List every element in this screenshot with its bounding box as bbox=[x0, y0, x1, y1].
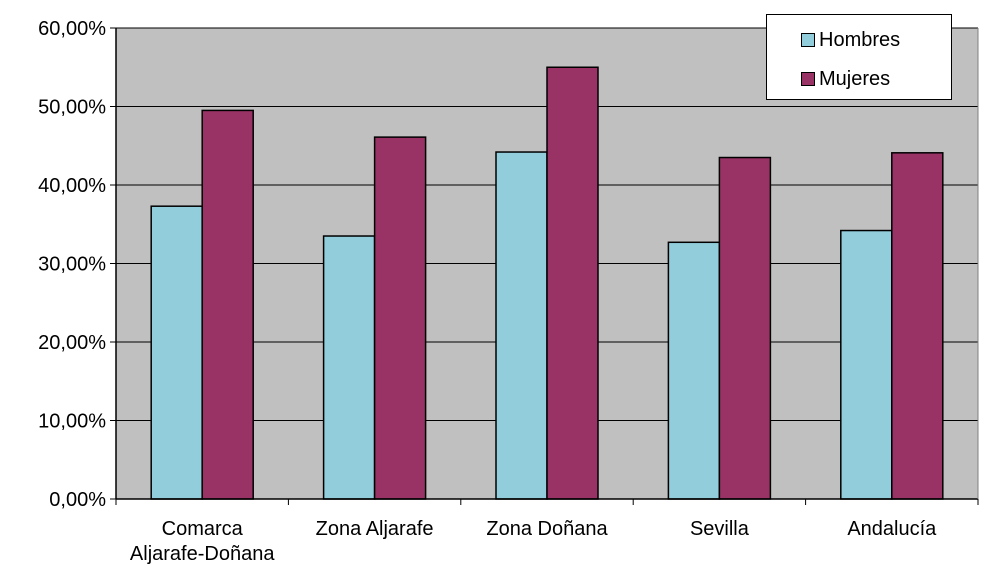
legend: Hombres Mujeres bbox=[766, 14, 952, 100]
y-tick-label: 30,00% bbox=[38, 254, 106, 276]
x-tick-label: Zona Doñana bbox=[486, 518, 608, 540]
x-tick-label: Aljarafe-Doñana bbox=[130, 543, 275, 565]
y-tick-label: 50,00% bbox=[38, 97, 106, 119]
y-tick-label: 0,00% bbox=[49, 489, 106, 511]
axes bbox=[110, 27, 979, 505]
bar-mujeres bbox=[201, 109, 254, 500]
bar-mujeres bbox=[891, 152, 944, 500]
x-tick-label: Andalucía bbox=[847, 518, 937, 540]
bar-mujeres bbox=[546, 66, 599, 500]
legend-item-hombres: Hombres bbox=[801, 28, 900, 52]
bar-hombres bbox=[667, 241, 721, 500]
bar-hombres bbox=[840, 229, 893, 500]
legend-label-hombres: Hombres bbox=[819, 28, 901, 51]
y-tick-label: 40,00% bbox=[38, 175, 106, 197]
bar-mujeres bbox=[718, 156, 772, 500]
x-tick-label: Sevilla bbox=[690, 518, 750, 540]
bar-hombres bbox=[150, 205, 203, 500]
legend-swatch-hombres bbox=[801, 33, 815, 47]
legend-swatch-mujeres bbox=[801, 72, 815, 86]
y-tick-label: 20,00% bbox=[38, 332, 106, 354]
x-tick-label: Zona Aljarafe bbox=[316, 518, 434, 540]
x-tick-label: Comarca bbox=[162, 518, 244, 540]
bar-hombres bbox=[495, 151, 548, 500]
bar-mujeres bbox=[373, 136, 427, 500]
bars bbox=[150, 66, 944, 500]
y-tick-label: 10,00% bbox=[38, 411, 106, 433]
legend-label-mujeres: Mujeres bbox=[819, 67, 891, 90]
axis-labels: 0,00% 10,00% 20,00% 30,00% 40,00% 50,00% 60,00… bbox=[38, 18, 937, 565]
bar-hombres bbox=[322, 235, 376, 500]
y-tick-label: 60,00% bbox=[38, 18, 106, 40]
legend-item-mujeres: Mujeres bbox=[801, 67, 890, 91]
